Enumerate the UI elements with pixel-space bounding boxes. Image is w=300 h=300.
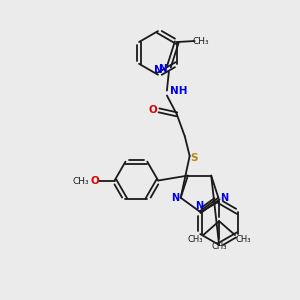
Text: N: N — [154, 65, 162, 75]
Text: CH₃: CH₃ — [235, 236, 250, 244]
Text: CH₃: CH₃ — [192, 37, 209, 46]
Text: N: N — [159, 64, 167, 74]
Text: N: N — [196, 202, 204, 212]
Text: O: O — [148, 105, 158, 116]
Text: S: S — [190, 153, 197, 163]
Text: N: N — [171, 193, 179, 203]
Text: NH: NH — [170, 85, 188, 96]
Text: CH₃: CH₃ — [73, 177, 89, 186]
Text: O: O — [90, 176, 99, 185]
Text: CH₃: CH₃ — [212, 242, 227, 251]
Text: CH₃: CH₃ — [188, 236, 203, 244]
Text: N: N — [220, 193, 228, 203]
